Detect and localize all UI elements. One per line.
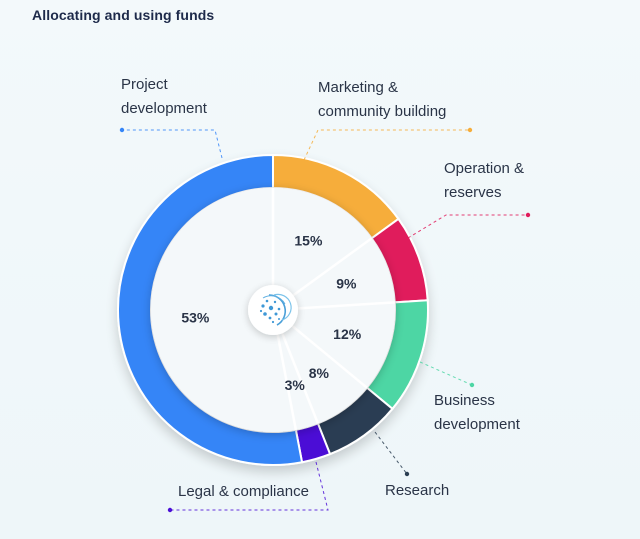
pct-label-business-development: 12% xyxy=(333,326,362,342)
leader-line-marketing-and-community-building xyxy=(303,129,470,161)
category-label-marketing-and-community-building: Marketing & community building xyxy=(318,79,446,120)
leader-line-project-development xyxy=(122,129,223,159)
chart-title: Allocating and using funds xyxy=(32,7,215,23)
center-hub xyxy=(248,285,298,335)
pct-label-legal-and-compliance: 3% xyxy=(285,377,306,393)
pct-label-marketing-and-community-building: 15% xyxy=(294,233,323,249)
leader-line-business-development xyxy=(419,361,473,386)
leader-dot-business-development xyxy=(469,382,475,388)
category-label-project-development: Project development xyxy=(121,76,208,117)
leader-dot-research xyxy=(404,471,410,477)
pct-label-operation-and-reserves: 9% xyxy=(336,276,357,292)
callout-leaders xyxy=(119,127,531,513)
network-sphere-logo-icon xyxy=(259,293,292,326)
hub-circle xyxy=(248,285,298,335)
category-labels: Marketing & community building Operation &… xyxy=(121,76,524,500)
percentage-labels: 15% 9% 12% 8%3% 53% xyxy=(181,233,361,393)
leader-line-research xyxy=(374,431,408,475)
category-label-research: Research xyxy=(385,482,449,499)
pct-label-project-development: 53% xyxy=(181,309,210,325)
pct-label-research: 8% xyxy=(309,365,330,381)
category-label-operation-and-reserves: Operation & reserves xyxy=(444,160,524,201)
leader-line-legal-and-compliance xyxy=(170,461,329,511)
category-label-legal-and-compliance: Legal & compliance xyxy=(178,483,309,500)
leader-line-operation-and-reserves xyxy=(407,214,528,239)
category-label-business-development: Business development xyxy=(434,392,521,433)
leader-dot-legal-and-compliance xyxy=(167,507,173,513)
leader-dot-project-development xyxy=(119,127,125,133)
leader-dot-operation-and-reserves xyxy=(525,212,531,218)
leader-dot-marketing-and-community-building xyxy=(467,127,473,133)
